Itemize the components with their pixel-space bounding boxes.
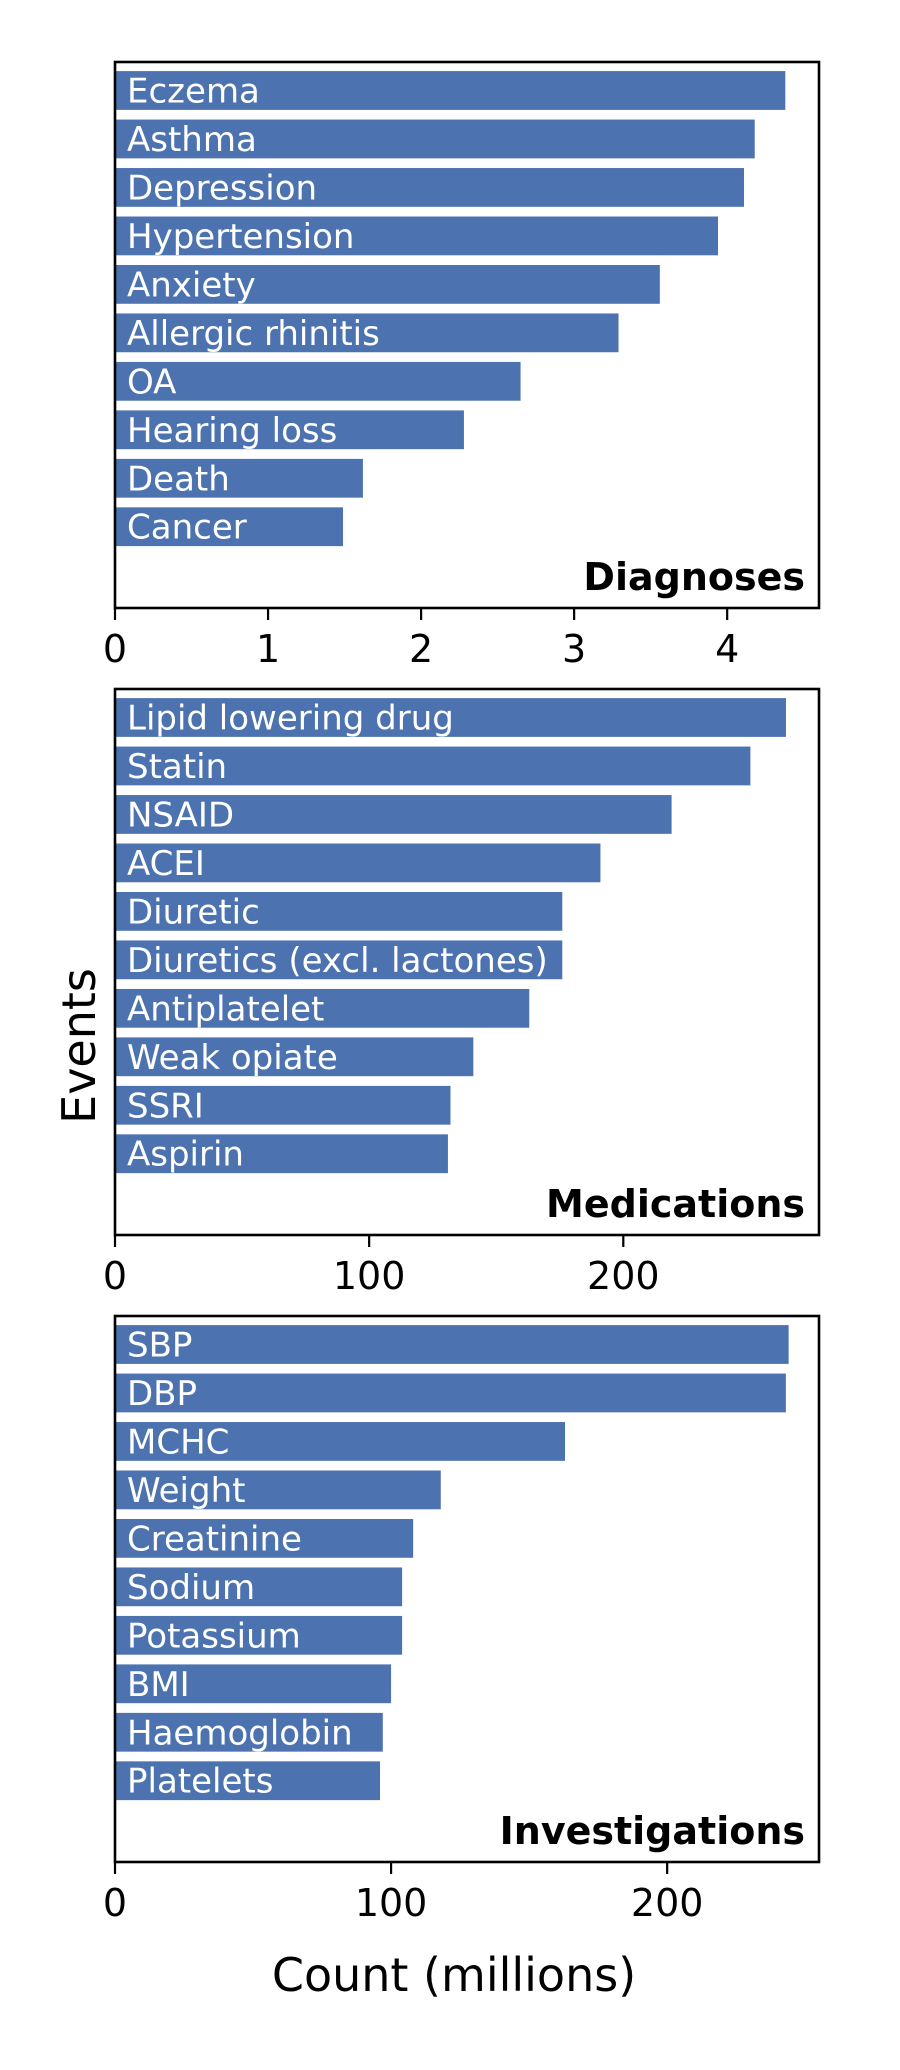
bar: [115, 1134, 448, 1174]
bar-label: OA: [127, 362, 176, 402]
plot-frame: [113, 60, 821, 610]
bar-label: Potassium: [127, 1616, 301, 1656]
x-tick-label: 2: [409, 627, 433, 671]
bar: [115, 264, 660, 304]
panel-investigations: SBP DBP MCHC Weight Creatinine Sodium Potassiu…: [103, 1314, 821, 1925]
bar-label: SBP: [127, 1325, 192, 1365]
bar: [115, 1422, 566, 1461]
bar-label: Asthma: [127, 120, 257, 160]
bar-label: Diuretic: [127, 892, 260, 932]
x-tick-label: 0: [103, 1254, 127, 1298]
panel-title: Diagnoses: [583, 555, 805, 599]
bar-label: Aspirin: [127, 1135, 244, 1175]
x-tick-label: 0: [103, 627, 127, 671]
x-tick-label: 100: [333, 1254, 406, 1298]
bar: [115, 216, 718, 256]
bar: [115, 1085, 451, 1125]
bar-label: Antiplatelet: [127, 989, 324, 1029]
panel-medications: Lipid lowering drug Statin NSAID ACEI Diuret…: [103, 687, 821, 1298]
bar: [115, 1761, 381, 1801]
bar: [115, 1712, 383, 1752]
bar-label: Statin: [127, 747, 227, 787]
bar: [115, 746, 751, 786]
bar: [115, 1325, 789, 1364]
bar: [115, 1664, 392, 1704]
bar: [115, 458, 363, 498]
bar-label: Hypertension: [127, 217, 354, 257]
bar-label: Sodium: [127, 1568, 255, 1608]
bar-label: Cancer: [127, 508, 247, 548]
bar-label: MCHC: [127, 1422, 229, 1462]
bar: [115, 361, 521, 401]
x-tick-label: 100: [355, 1881, 428, 1925]
bar: [115, 168, 745, 207]
bar-label: Eczema: [127, 71, 260, 111]
bar-label: BMI: [127, 1665, 190, 1705]
bar-label: Haemoglobin: [127, 1713, 353, 1753]
bar-label: SSRI: [127, 1086, 204, 1126]
bar-label: Lipid lowering drug: [127, 698, 454, 738]
bar-label: Weak opiate: [127, 1038, 338, 1078]
bar: [115, 1037, 474, 1077]
panel-diagnoses: Eczema Asthma Depression Hypertension Anxiet…: [103, 60, 821, 671]
y-axis-label: Events: [52, 968, 106, 1124]
x-axis-label: Count (millions): [272, 1948, 636, 2002]
bar: [115, 313, 619, 353]
bar: [115, 988, 530, 1028]
bar-label: Hearing loss: [127, 411, 337, 451]
chart-panels: Eczema Asthma Depression Hypertension Anxiet…: [103, 60, 821, 1925]
bar-label: Allergic rhinitis: [127, 314, 380, 354]
bar: [115, 119, 755, 159]
panel-title: Investigations: [500, 1809, 805, 1853]
bar-label: NSAID: [127, 795, 234, 835]
bar: [115, 795, 672, 834]
bar-label: ACEI: [127, 844, 205, 884]
x-tick-label: 0: [103, 1881, 127, 1925]
bar: [115, 1470, 441, 1510]
bar: [115, 1567, 403, 1607]
bar: [115, 843, 601, 883]
panel-title: Medications: [546, 1182, 805, 1226]
bar-label: Creatinine: [127, 1519, 302, 1559]
bar: [115, 1373, 786, 1413]
bar-label: Depression: [127, 168, 317, 208]
bar: [115, 1615, 403, 1655]
bar-label: Anxiety: [127, 265, 256, 305]
bar: [115, 71, 786, 110]
bar: [115, 698, 786, 737]
bar: [115, 507, 344, 547]
plot-frame: [113, 687, 821, 1237]
bar: [115, 891, 563, 931]
bar-label: Diuretics (excl. lactones): [127, 941, 548, 981]
bar: [115, 410, 464, 450]
x-tick-label: 200: [631, 1881, 704, 1925]
bar-label: Death: [127, 459, 230, 499]
plot-frame: [113, 1314, 821, 1864]
bar: [115, 1518, 414, 1558]
x-tick-label: 3: [562, 627, 586, 671]
x-tick-label: 1: [256, 627, 280, 671]
bar: [115, 940, 563, 980]
x-tick-label: 4: [715, 627, 739, 671]
bar-label: Platelets: [127, 1762, 273, 1802]
bar-label: DBP: [127, 1374, 197, 1414]
x-tick-label: 200: [587, 1254, 660, 1298]
bar-label: Weight: [127, 1471, 245, 1511]
